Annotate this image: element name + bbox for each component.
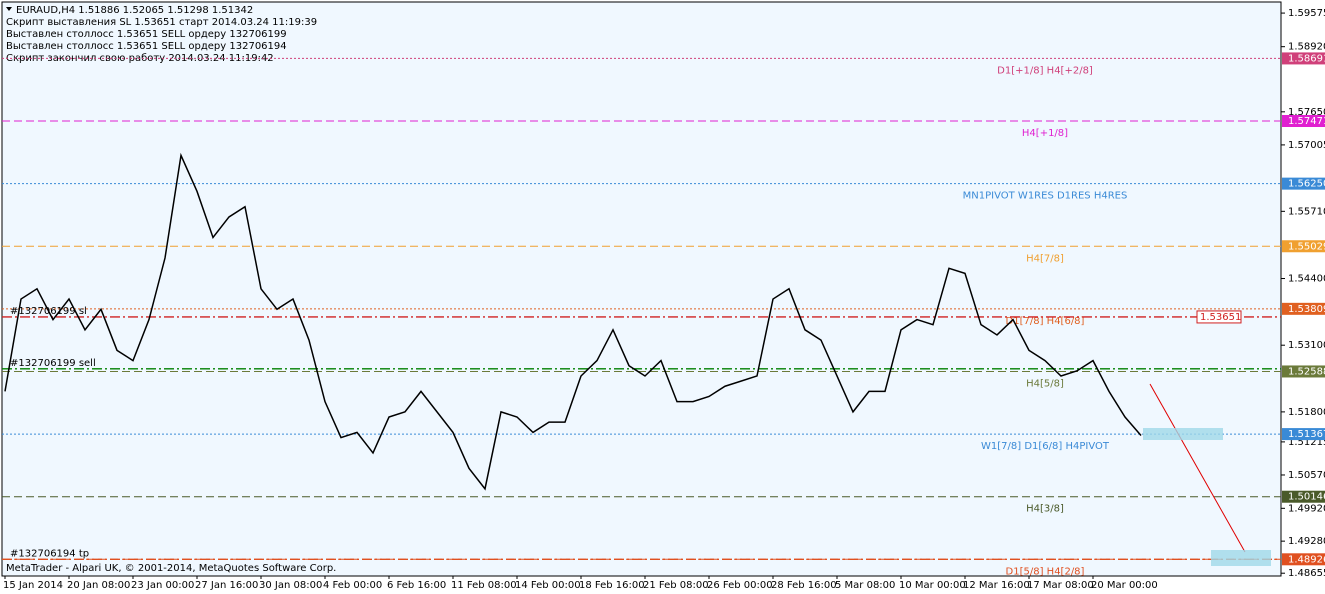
y-tick-label: 1.51800	[1288, 407, 1325, 418]
x-tick-label: 14 Feb 00:00	[515, 580, 581, 591]
x-tick-label: 20 Jan 08:00	[67, 580, 130, 591]
target-box	[1143, 428, 1223, 440]
price-tag	[1282, 490, 1325, 503]
x-tick-label: 27 Jan 16:00	[195, 580, 258, 591]
info-line: Выставлен столлосс 1.53651 SELL ордеру 1…	[6, 41, 287, 52]
y-tick-label: 1.58920	[1288, 42, 1325, 53]
x-tick-label: 28 Feb 16:00	[771, 580, 837, 591]
price-tag	[1282, 115, 1325, 128]
chart-title: EURAUD,H4 1.51886 1.52065 1.51298 1.5134…	[16, 5, 253, 16]
price-tag	[1282, 52, 1325, 65]
x-tick-label: 4 Feb 00:00	[323, 580, 382, 591]
x-tick-label: 5 Mar 08:00	[835, 580, 895, 591]
y-tick-label: 1.50570	[1288, 470, 1325, 481]
info-line: Выставлен столлосс 1.53651 SELL ордеру 1…	[6, 29, 287, 40]
price-tag	[1282, 302, 1325, 315]
plot-area	[1, 1, 1282, 577]
level-text: D1[5/8] H4[2/8]	[1006, 566, 1085, 577]
level-text: H4[+1/8]	[1022, 128, 1068, 139]
level-text: D1[7/8] H4[6/8]	[1006, 316, 1085, 327]
price-tag-label: 1.55029	[1288, 241, 1325, 252]
x-tick-label: 18 Feb 16:00	[579, 580, 645, 591]
level-text: W1[7/8] D1[6/8] H4PIVOT	[981, 441, 1110, 452]
target-box	[1211, 550, 1271, 566]
x-tick-label: 10 Mar 00:00	[899, 580, 966, 591]
x-tick-label: 20 Mar 00:00	[1091, 580, 1158, 591]
price-tag	[1282, 365, 1325, 378]
price-tag	[1282, 428, 1325, 441]
title-arrow	[6, 7, 12, 11]
level-text: D1[+1/8] H4[+2/8]	[997, 65, 1093, 76]
order-label: #132706194 tp	[10, 548, 89, 559]
x-tick-label: 15 Jan 2014	[3, 580, 63, 591]
y-tick-label: 1.57650	[1288, 107, 1325, 118]
trend-line	[1149, 383, 1246, 553]
x-tick-label: 6 Feb 16:00	[387, 580, 446, 591]
level-text: H4[3/8]	[1026, 504, 1064, 515]
y-tick-label: 1.48655	[1288, 568, 1325, 579]
x-tick-label: 12 Mar 16:00	[963, 580, 1030, 591]
order-label: #132706199 sell	[10, 358, 96, 369]
x-tick-label: 17 Mar 08:00	[1027, 580, 1094, 591]
order-tag-label: 1.53651	[1200, 312, 1241, 323]
y-tick-label: 1.59575	[1288, 8, 1325, 19]
price-tag-label: 1.56250	[1288, 179, 1325, 190]
price-tag	[1282, 553, 1325, 566]
y-tick-label: 1.55710	[1288, 206, 1325, 217]
price-tag-label: 1.48926	[1288, 554, 1325, 565]
x-tick-label: 21 Feb 08:00	[643, 580, 709, 591]
footer: MetaTrader - Alpari UK, © 2001-2014, Met…	[6, 563, 336, 574]
price-tag-label: 1.58691	[1288, 53, 1325, 64]
price-tag-label: 1.53809	[1288, 304, 1325, 315]
info-line: Скрипт выставления SL 1.53651 старт 2014…	[6, 17, 317, 28]
price-tag-label: 1.50146	[1288, 492, 1325, 503]
x-tick-label: 11 Feb 08:00	[451, 580, 517, 591]
y-tick-label: 1.49280	[1288, 536, 1325, 547]
level-text: MN1PIVOT W1RES D1RES H4RES	[963, 191, 1128, 202]
price-line	[4, 152, 1142, 491]
x-tick-label: 26 Feb 00:00	[707, 580, 773, 591]
price-tag-label: 1.57471	[1288, 116, 1325, 127]
order-tag	[1196, 310, 1242, 324]
y-tick-label: 1.53100	[1288, 340, 1325, 351]
x-tick-label: 23 Jan 00:00	[131, 580, 194, 591]
price-tag	[1282, 240, 1325, 253]
y-tick-label: 1.54400	[1288, 274, 1325, 285]
level-text: H4[5/8]	[1026, 378, 1064, 389]
price-tag-label: 1.51367	[1288, 429, 1325, 440]
level-text: H4[7/8]	[1026, 253, 1064, 264]
price-tag	[1282, 177, 1325, 190]
y-tick-label: 1.57005	[1288, 140, 1325, 151]
y-tick-label: 1.51215	[1288, 437, 1325, 448]
price-tag-label: 1.52588	[1288, 366, 1325, 377]
x-tick-label: 30 Jan 08:00	[259, 580, 322, 591]
y-tick-label: 1.49920	[1288, 503, 1325, 514]
